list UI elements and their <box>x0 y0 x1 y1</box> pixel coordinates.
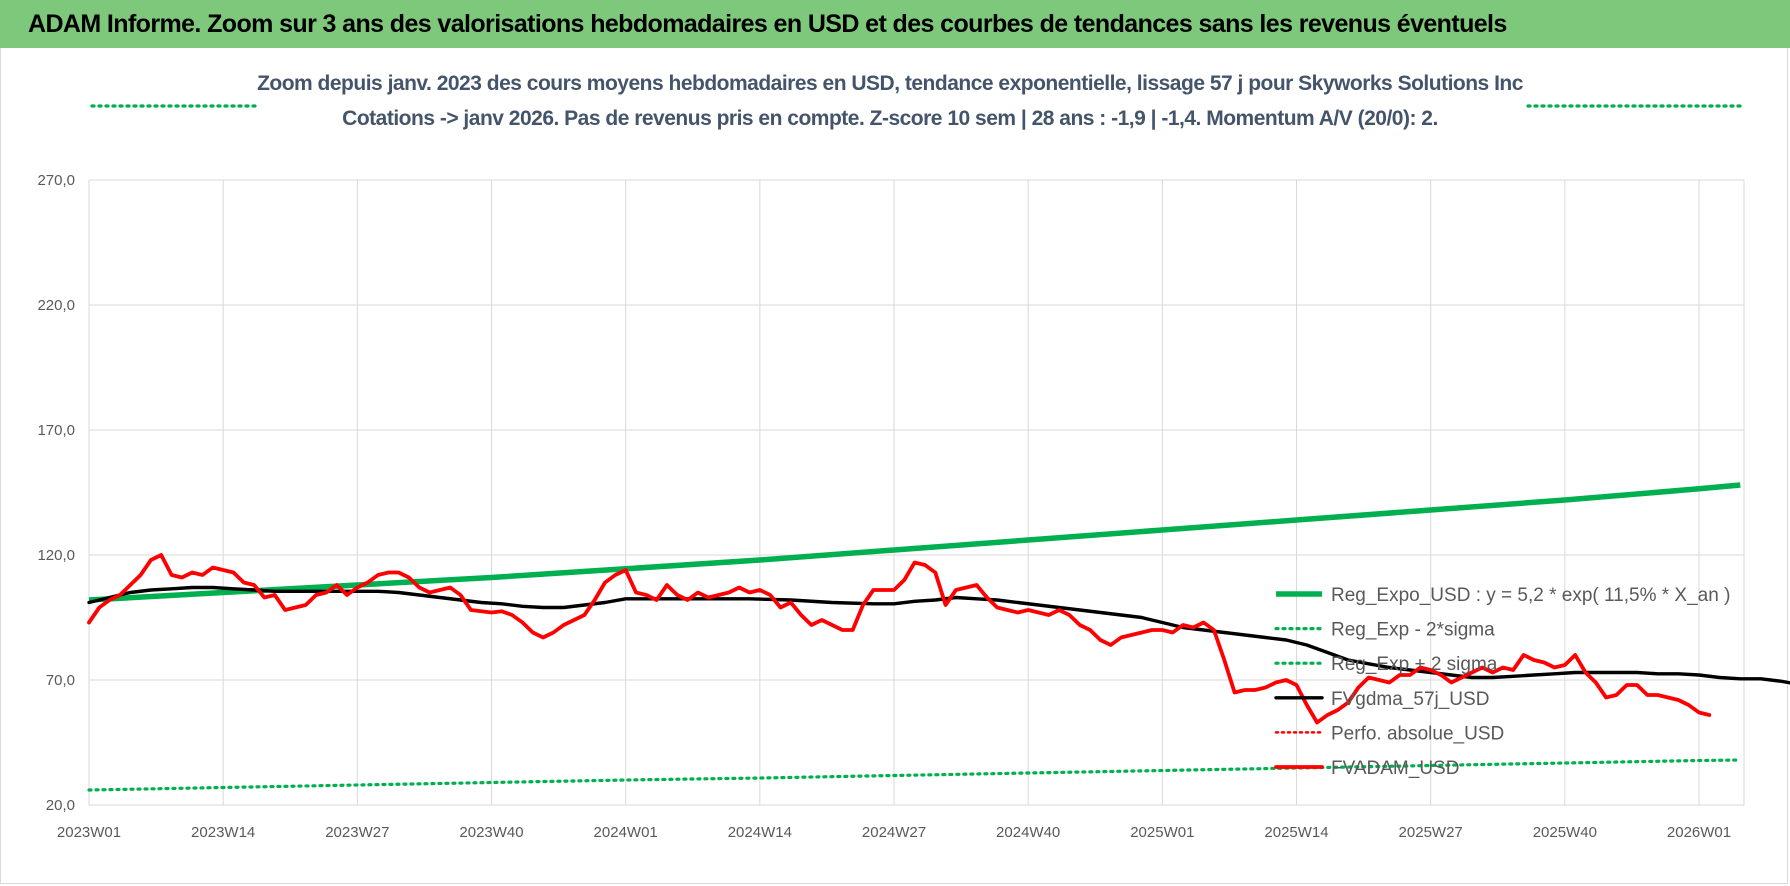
y-tick-label: 20,0 <box>46 797 75 814</box>
legend-label-reg-expo-usd: Reg_Expo_USD : y = 5,2 * exp( 11,5% * X_… <box>1331 585 1730 606</box>
y-tick-label: 170,0 <box>37 422 75 439</box>
x-tick-label: 2023W27 <box>325 824 389 841</box>
legend-label-reg-exp-minus-2sigma: Reg_Exp - 2*sigma <box>1331 620 1495 641</box>
x-tick-label: 2024W14 <box>728 824 792 841</box>
report-banner-title: ADAM Informe. Zoom sur 3 ans des valoris… <box>28 9 1507 38</box>
gridlines <box>88 179 1745 806</box>
chart-frame <box>0 48 1788 884</box>
x-tick-label: 2025W01 <box>1130 824 1194 841</box>
y-axis-ticks: 20,0 70,0 120,0 170,0 220,0 270,0 <box>37 172 75 814</box>
legend-label-fvgdma-57j-usd: FVgdma_57j_USD <box>1331 689 1489 710</box>
series-line-fvgdma-57j-usd <box>87 585 1790 685</box>
x-tick-label: 2023W01 <box>57 824 121 841</box>
x-tick-label: 2026W01 <box>1667 824 1731 841</box>
legend-label-reg-exp-plus-2sigma: Reg_Exp + 2 sigma <box>1331 654 1498 675</box>
x-tick-label: 2025W27 <box>1399 824 1463 841</box>
series-line-reg-expo-usd <box>88 482 1741 603</box>
chart-title-line-1: Zoom depuis janv. 2023 des cours moyens … <box>257 72 1523 95</box>
x-tick-label: 2023W14 <box>191 824 255 841</box>
x-tick-label: 2023W40 <box>459 824 523 841</box>
y-tick-label: 270,0 <box>37 172 75 189</box>
legend: Reg_Expo_USD : y = 5,2 * exp( 11,5% * X_… <box>1274 585 1730 779</box>
x-axis-ticks: 2023W01 2023W14 2023W27 2023W40 2024W01 2024W… <box>57 824 1731 841</box>
series-line-fvadam-usd <box>87 553 1712 725</box>
legend-label-perfo-absolue-usd: Perfo. absolue_USD <box>1331 723 1504 744</box>
report-banner: ADAM Informe. Zoom sur 3 ans des valoris… <box>0 0 1790 48</box>
x-tick-label: 2025W40 <box>1533 824 1597 841</box>
x-tick-label: 2024W27 <box>862 824 926 841</box>
legend-label-fvadam-usd: FVADAM_USD <box>1331 758 1459 779</box>
series-lines <box>87 104 1790 792</box>
x-tick-label: 2024W01 <box>594 824 658 841</box>
series-line-reg-exp-minus-2sigma <box>87 758 1742 792</box>
x-tick-label: 2024W40 <box>996 824 1060 841</box>
y-tick-label: 120,0 <box>37 547 75 564</box>
chart-title-line-2: Cotations -> janv 2026. Pas de revenus p… <box>342 107 1438 130</box>
y-tick-label: 220,0 <box>37 297 75 314</box>
x-tick-label: 2025W14 <box>1264 824 1328 841</box>
y-tick-label: 70,0 <box>46 672 75 689</box>
